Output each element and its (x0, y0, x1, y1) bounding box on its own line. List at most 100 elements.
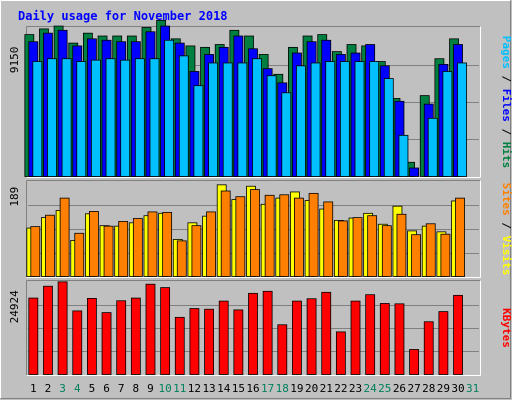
bar-kbytes-day-16 (248, 292, 258, 375)
bar-pages-day-22 (339, 61, 350, 177)
bar-sites-day-4 (74, 232, 85, 277)
bar-sites-day-1 (30, 226, 41, 277)
bar-kbytes-day-23 (350, 300, 361, 375)
bar-sites-day-14 (220, 190, 231, 277)
bar-sites-day-18 (279, 194, 290, 277)
bar-pages-day-11 (178, 55, 189, 177)
bar-pages-day-29 (442, 71, 453, 177)
bar-kbytes-day-20 (306, 298, 317, 375)
bar-sites-day-27 (411, 234, 421, 277)
bar-pages-day-4 (76, 61, 87, 177)
bar-kbytes-day-17 (262, 290, 273, 375)
day-tick-label-30: 30 (451, 382, 464, 395)
day-tick-label-13: 13 (202, 382, 215, 395)
bar-sites-day-23 (352, 217, 363, 277)
bar-sites-day-20 (308, 192, 319, 277)
bar-sites-day-10 (162, 211, 173, 277)
day-tick-label-5: 5 (89, 382, 96, 395)
bar-kbytes-day-21 (321, 291, 332, 375)
day-tick-label-10: 10 (159, 382, 172, 395)
day-tick-label-23: 23 (349, 382, 362, 395)
bar-files-day-27 (409, 167, 419, 177)
day-tick-label-3: 3 (59, 382, 66, 395)
bar-sites-day-6 (103, 225, 114, 277)
bar-pages-day-21 (325, 61, 336, 177)
day-tick-label-21: 21 (320, 382, 333, 395)
bar-pages-day-23 (354, 61, 365, 177)
bar-kbytes-day-28 (423, 321, 434, 375)
panel-2-ymax-label: 189 (8, 187, 21, 207)
bar-sites-day-26 (396, 213, 407, 277)
panel-3-legend-part-1: KBytes (500, 308, 512, 348)
day-tick-label-27: 27 (407, 382, 420, 395)
bar-sites-day-30 (455, 197, 465, 277)
bar-sites-day-8 (132, 218, 143, 277)
bar-kbytes-day-10 (160, 287, 171, 375)
day-tick-label-14: 14 (217, 382, 231, 395)
panel-2-legend-label: Sites / Visits (500, 183, 512, 276)
panel-1-legend-label: Pages / Files / Hits (500, 36, 512, 169)
panel-3-ymax-label: 24924 (8, 290, 21, 323)
bar-sites-day-25 (381, 225, 392, 277)
bar-sites-day-16 (250, 189, 260, 277)
bar-pages-day-10 (164, 39, 175, 177)
bar-kbytes-day-12 (189, 308, 200, 375)
bar-sites-day-2 (45, 214, 55, 277)
panel-3-legend-label: KBytes (500, 308, 512, 348)
bar-sites-day-7 (118, 220, 129, 277)
day-tick-label-19: 19 (290, 382, 303, 395)
bar-sites-day-5 (89, 211, 99, 277)
bar-pages-day-12 (193, 85, 204, 177)
day-tick-label-24: 24 (364, 382, 378, 395)
bar-pages-day-25 (383, 78, 394, 177)
bar-pages-day-26 (398, 134, 409, 177)
bar-pages-day-20 (310, 62, 321, 177)
bar-kbytes-day-2 (43, 285, 53, 375)
bar-kbytes-day-13 (204, 308, 214, 375)
bar-pages-day-16 (252, 58, 262, 177)
bar-kbytes-day-11 (174, 316, 185, 375)
bar-sites-day-24 (367, 215, 378, 277)
bar-sites-day-11 (176, 240, 187, 277)
bar-kbytes-day-30 (453, 294, 463, 375)
day-tick-label-31: 31 (466, 382, 479, 395)
bar-kbytes-day-15 (233, 309, 244, 375)
panel-1-legend-part-3: Files (500, 89, 512, 122)
bar-kbytes-day-22 (335, 331, 346, 375)
bar-pages-day-3 (61, 58, 72, 177)
bar-pages-day-18 (281, 92, 292, 177)
day-tick-label-2: 2 (45, 382, 52, 395)
bar-kbytes-day-29 (438, 311, 449, 375)
day-tick-label-8: 8 (133, 382, 140, 395)
day-tick-label-9: 9 (147, 382, 154, 395)
panel-1-legend-part-2: / (500, 69, 512, 89)
bar-kbytes-day-8 (130, 297, 141, 375)
day-tick-label-6: 6 (103, 382, 110, 395)
bar-kbytes-day-5 (87, 298, 97, 375)
bar-sites-day-12 (191, 225, 202, 277)
bar-kbytes-day-19 (292, 300, 302, 375)
bar-sites-day-19 (294, 197, 304, 277)
panel-2-frame (26, 180, 481, 278)
day-tick-label-20: 20 (305, 382, 318, 395)
bar-pages-day-17 (266, 75, 277, 177)
day-tick-label-22: 22 (334, 382, 347, 395)
day-tick-label-4: 4 (74, 382, 81, 395)
bar-pages-day-28 (427, 117, 438, 177)
bar-sites-day-29 (440, 233, 451, 277)
bar-kbytes-day-7 (116, 300, 127, 375)
bar-sites-day-15 (235, 196, 246, 277)
bar-pages-day-15 (237, 62, 248, 177)
bar-pages-day-9 (149, 58, 160, 177)
bar-pages-day-24 (369, 61, 380, 177)
bar-sites-day-13 (206, 211, 216, 277)
day-tick-label-1: 1 (30, 382, 37, 395)
bar-kbytes-day-6 (101, 312, 112, 375)
bar-pages-day-13 (208, 62, 218, 177)
bar-kbytes-day-1 (28, 297, 39, 375)
bar-pages-day-1 (32, 61, 43, 177)
chart-title: Daily usage for November 2018 (18, 9, 228, 23)
panel-2-legend-part-2: / (500, 216, 512, 236)
